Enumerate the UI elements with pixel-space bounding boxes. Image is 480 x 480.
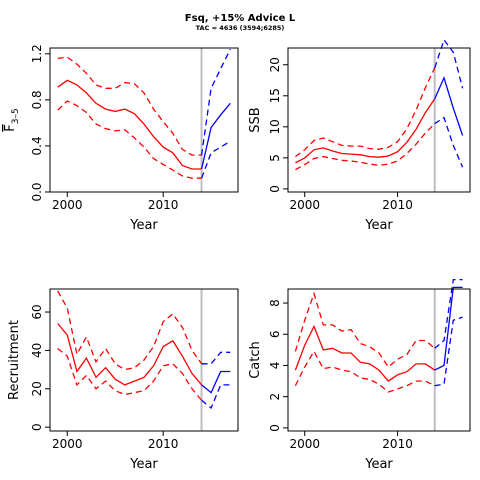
y-tick-label: 0.4 [30, 136, 44, 155]
x-tick-label: 2010 [148, 198, 179, 212]
panel-recruitment: 2000 2010 0 20 40 60 Year Recruitment [7, 288, 239, 472]
x-axis-label: Year [364, 457, 393, 472]
plot-frame [49, 47, 239, 193]
historic-lower-line [294, 350, 435, 393]
y-tick-label: 0 [268, 424, 282, 432]
historic-lower-line [57, 100, 202, 179]
historic-upper-line [57, 290, 203, 371]
x-axis-label: Year [129, 218, 158, 233]
forecast-median-line [201, 370, 231, 394]
x-axis-label: Year [129, 457, 158, 472]
forecast-upper-line [434, 38, 464, 89]
y-tick-label: 60 [30, 304, 44, 319]
y-axis-label: Catch [248, 341, 263, 379]
y-axis-label-main: F [3, 124, 18, 131]
historic-upper-line [294, 291, 436, 368]
forecast-lower-line [434, 316, 463, 387]
x-tick-label: 2000 [52, 437, 83, 451]
plot-frame [287, 47, 471, 193]
historic-median-line [294, 324, 436, 382]
y-tick-label: 1.2 [30, 44, 44, 63]
y-tick-label: 8 [268, 299, 282, 307]
y-tick-label: 0 [30, 423, 44, 431]
panel-f: 2000 2010 0.0 0.4 0.8 1.2 Year F3–5 [3, 44, 239, 233]
x-tick-label: 2000 [289, 437, 320, 451]
x-tick-label: 2010 [148, 437, 179, 451]
panel-catch: 2000 2010 0 2 4 6 8 Year Catch [248, 278, 471, 472]
forecast-upper-line [200, 48, 231, 156]
historic-upper-line [295, 67, 436, 158]
y-tick-label: 15 [268, 88, 282, 103]
y-tick-label: 40 [30, 343, 44, 358]
x-tick-label: 2010 [382, 437, 413, 451]
forecast-lower-line [434, 116, 464, 168]
y-tick-label: 2 [268, 393, 282, 401]
forecast-upper-line [201, 351, 231, 365]
forecast-lower-line [201, 384, 231, 410]
y-tick-label: 10 [268, 119, 282, 134]
y-tick-label: 5 [268, 154, 282, 162]
y-axis-label: F3–5 [3, 108, 21, 131]
plot-frame [287, 288, 471, 432]
y-tick-label: 0 [268, 185, 282, 193]
historic-lower-line [295, 123, 436, 171]
historic-upper-line [57, 56, 202, 156]
y-tick-label: 0.0 [30, 182, 44, 201]
x-axis-label: Year [364, 218, 393, 233]
y-axis-label: Recruitment [7, 320, 22, 400]
forecast-upper-line [434, 278, 463, 349]
panel-ssb: 2000 2010 0 5 10 15 20 Year SSB [248, 38, 471, 233]
y-tick-label: 0.8 [30, 90, 44, 109]
y-axis-label: SSB [248, 107, 263, 132]
historic-median-line [295, 98, 436, 164]
forecast-lower-line [200, 140, 231, 179]
forecast-median-line [434, 286, 463, 371]
historic-median-line [57, 323, 203, 386]
historic-lower-line [57, 347, 203, 401]
x-tick-label: 2000 [52, 198, 83, 212]
y-axis-label-sub: 3–5 [11, 108, 21, 124]
historic-median-line [57, 79, 202, 170]
y-tick-label: 20 [30, 381, 44, 396]
figure-title: Fsq, +15% Advice L [185, 13, 296, 24]
x-tick-label: 2000 [289, 198, 320, 212]
y-tick-label: 4 [268, 362, 282, 370]
plot-frame [49, 288, 239, 432]
forecast-median-line [200, 102, 231, 170]
figure-subtitle: TAC = 4636 (3594;6285) [196, 24, 285, 32]
y-tick-label: 20 [268, 57, 282, 72]
forecast-median-line [434, 75, 464, 136]
y-tick-label: 6 [268, 330, 282, 338]
x-tick-label: 2010 [382, 198, 413, 212]
